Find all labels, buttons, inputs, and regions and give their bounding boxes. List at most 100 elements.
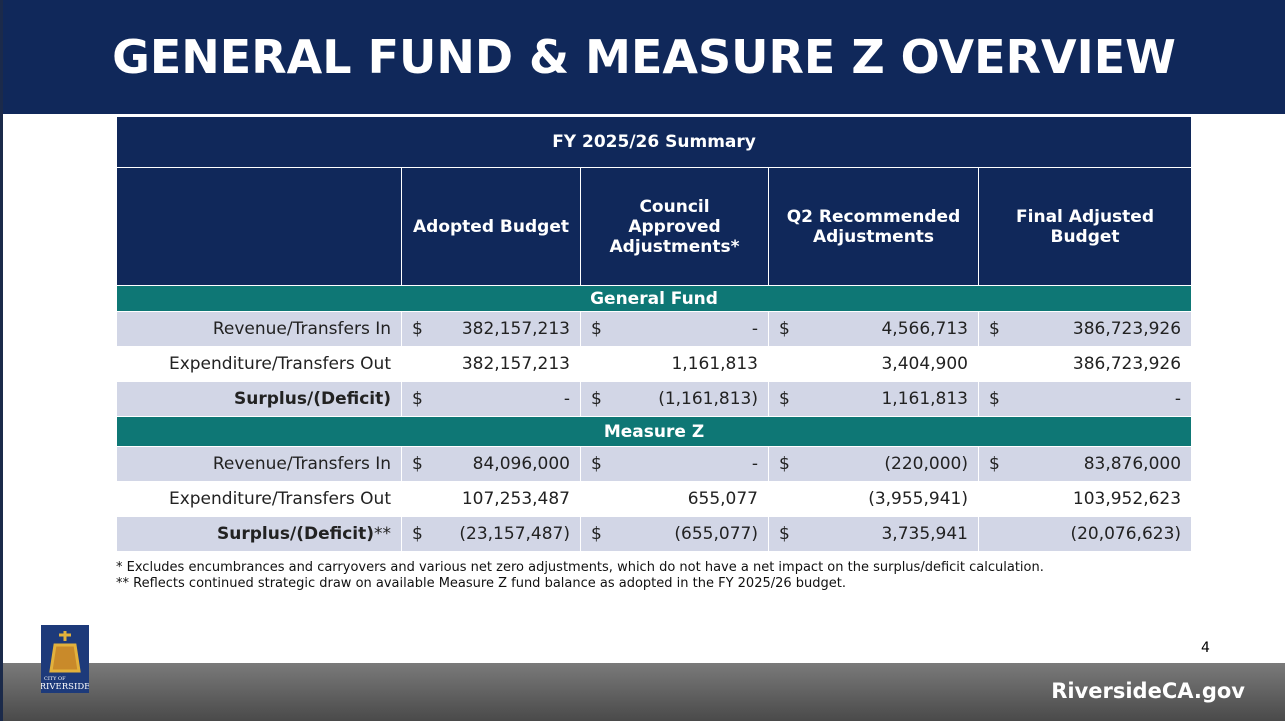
row-label-suffix: ** — [374, 524, 391, 544]
value-cell: $386,723,926 — [977, 311, 1193, 347]
amount: 382,157,213 — [461, 354, 570, 374]
currency: $ — [779, 454, 790, 474]
value-cell: $ - — [401, 381, 581, 417]
value-wrap: $386,723,926 — [989, 319, 1181, 339]
logo-bell — [49, 631, 81, 673]
value-cell: 3,404,900 — [768, 346, 979, 382]
amount: (655,077) — [674, 524, 758, 544]
value-wrap: 103,952,623 — [989, 489, 1181, 509]
row-label-text: Revenue/Transfers In — [212, 319, 391, 339]
amount: 83,876,000 — [1083, 454, 1182, 474]
value-cell: 382,157,213 — [401, 346, 581, 382]
row-label: Expenditure/Transfers Out — [116, 346, 402, 382]
value-cell: (3,955,941) — [768, 481, 979, 517]
header-blank — [116, 167, 402, 286]
value-cell: $ (220,000) — [768, 446, 979, 482]
currency: $ — [412, 389, 423, 409]
data-row: Revenue/Transfers In $382,157,213 $ - $4,566… — [116, 311, 1193, 347]
currency: $ — [779, 524, 790, 544]
amount: 3,735,941 — [881, 524, 968, 544]
logo: CITY OF RIVERSIDE — [41, 625, 89, 693]
section-row: General Fund — [115, 285, 1193, 312]
column-header: Q2 Recommended Adjustments — [768, 167, 979, 286]
value-wrap: 382,157,213 — [412, 354, 570, 374]
currency: $ — [591, 454, 602, 474]
value-cell: $84,096,000 — [401, 446, 581, 482]
amount: 382,157,213 — [461, 319, 570, 339]
value-wrap: 3,404,900 — [779, 354, 968, 374]
value-wrap: $ (220,000) — [779, 454, 968, 474]
section-name: Measure Z — [115, 416, 1193, 447]
value-wrap: $84,096,000 — [412, 454, 570, 474]
amount: - — [563, 389, 570, 409]
value-cell: $83,876,000 — [977, 446, 1193, 482]
value-wrap: $ (655,077) — [591, 524, 758, 544]
value-wrap: $ - — [591, 454, 758, 474]
currency: $ — [989, 389, 1000, 409]
amount: 386,723,926 — [1072, 319, 1182, 339]
value-wrap: $ - — [591, 319, 758, 339]
value-cell: $ (655,077) — [580, 516, 769, 552]
logo-name: RIVERSIDE — [41, 682, 89, 692]
value-cell: 107,253,487 — [401, 481, 581, 517]
value-wrap: 107,253,487 — [412, 489, 570, 509]
value-wrap: $83,876,000 — [989, 454, 1181, 474]
value-wrap: 1,161,813 — [591, 354, 758, 374]
header-row: Adopted Budget Council Approved Adjustmen… — [116, 167, 1193, 286]
amount: 103,952,623 — [1072, 489, 1182, 509]
row-label: Surplus/(Deficit)** — [116, 516, 402, 552]
amount: 655,077 — [687, 489, 758, 509]
column-header: Adopted Budget — [401, 167, 581, 286]
row-label-text: Revenue/Transfers In — [212, 454, 391, 474]
value-cell: 1,161,813 — [580, 346, 769, 382]
row-label-text: Surplus/(Deficit) — [217, 524, 374, 544]
value-cell: $1,161,813 — [768, 381, 979, 417]
value-wrap: (3,955,941) — [779, 489, 968, 509]
footer-url: RiversideCA.gov — [1051, 679, 1245, 703]
row-label: Surplus/(Deficit) — [116, 381, 402, 417]
data-row: Expenditure/Transfers Out 107,253,487 655,… — [116, 481, 1193, 517]
value-cell: $382,157,213 — [401, 311, 581, 347]
currency: $ — [591, 524, 602, 544]
value-cell: 386,723,926 — [977, 346, 1193, 382]
row-label: Revenue/Transfers In — [116, 446, 402, 482]
currency: $ — [989, 454, 1000, 474]
data-row: Surplus/(Deficit) $ - $ (1,161,813) $1,161,81… — [116, 381, 1193, 417]
amount: 84,096,000 — [472, 454, 570, 474]
value-cell: $ (23,157,487) — [401, 516, 581, 552]
currency: $ — [779, 319, 790, 339]
amount: (3,955,941) — [868, 489, 968, 509]
caption-row: FY 2025/26 Summary — [115, 116, 1193, 168]
currency: $ — [412, 319, 423, 339]
footnote: * Excludes encumbrances and carryovers a… — [116, 560, 1044, 575]
data-row: Expenditure/Transfers Out 382,157,213 1,16… — [116, 346, 1193, 382]
value-cell: 103,952,623 — [977, 481, 1193, 517]
page-number: 4 — [1201, 640, 1210, 656]
value-wrap: $1,161,813 — [779, 389, 968, 409]
currency: $ — [779, 389, 790, 409]
amount: - — [751, 454, 758, 474]
title: GENERAL FUND & MEASURE Z OVERVIEW — [3, 0, 1285, 114]
value-wrap: 655,077 — [591, 489, 758, 509]
value-cell: 655,077 — [580, 481, 769, 517]
row-label: Expenditure/Transfers Out — [116, 481, 402, 517]
section-row: Measure Z — [115, 416, 1193, 447]
amount: 1,161,813 — [671, 354, 758, 374]
amount: 1,161,813 — [881, 389, 968, 409]
summary-table: FY 2025/26 Summary Adopted Budget Council … — [115, 116, 1193, 552]
value-wrap: $ (23,157,487) — [412, 524, 570, 544]
footnote: ** Reflects continued strategic draw on … — [116, 576, 847, 591]
value-wrap: (20,076,623) — [989, 524, 1181, 544]
table-body: FY 2025/26 Summary Adopted Budget Council … — [115, 116, 1193, 552]
row-label-text: Expenditure/Transfers Out — [168, 354, 391, 374]
amount: - — [1174, 389, 1182, 409]
value-cell: $4,566,713 — [768, 311, 979, 347]
logo-top: CITY OF — [44, 676, 66, 682]
currency: $ — [591, 319, 602, 339]
data-row: Revenue/Transfers In $84,096,000 $ - $ (220,0… — [116, 446, 1193, 482]
footnotes: * Excludes encumbrances and carryovers a… — [116, 560, 1196, 592]
amount: 386,723,926 — [1072, 354, 1182, 374]
currency: $ — [412, 454, 423, 474]
amount: (23,157,487) — [459, 524, 570, 544]
row-label: Revenue/Transfers In — [116, 311, 402, 347]
